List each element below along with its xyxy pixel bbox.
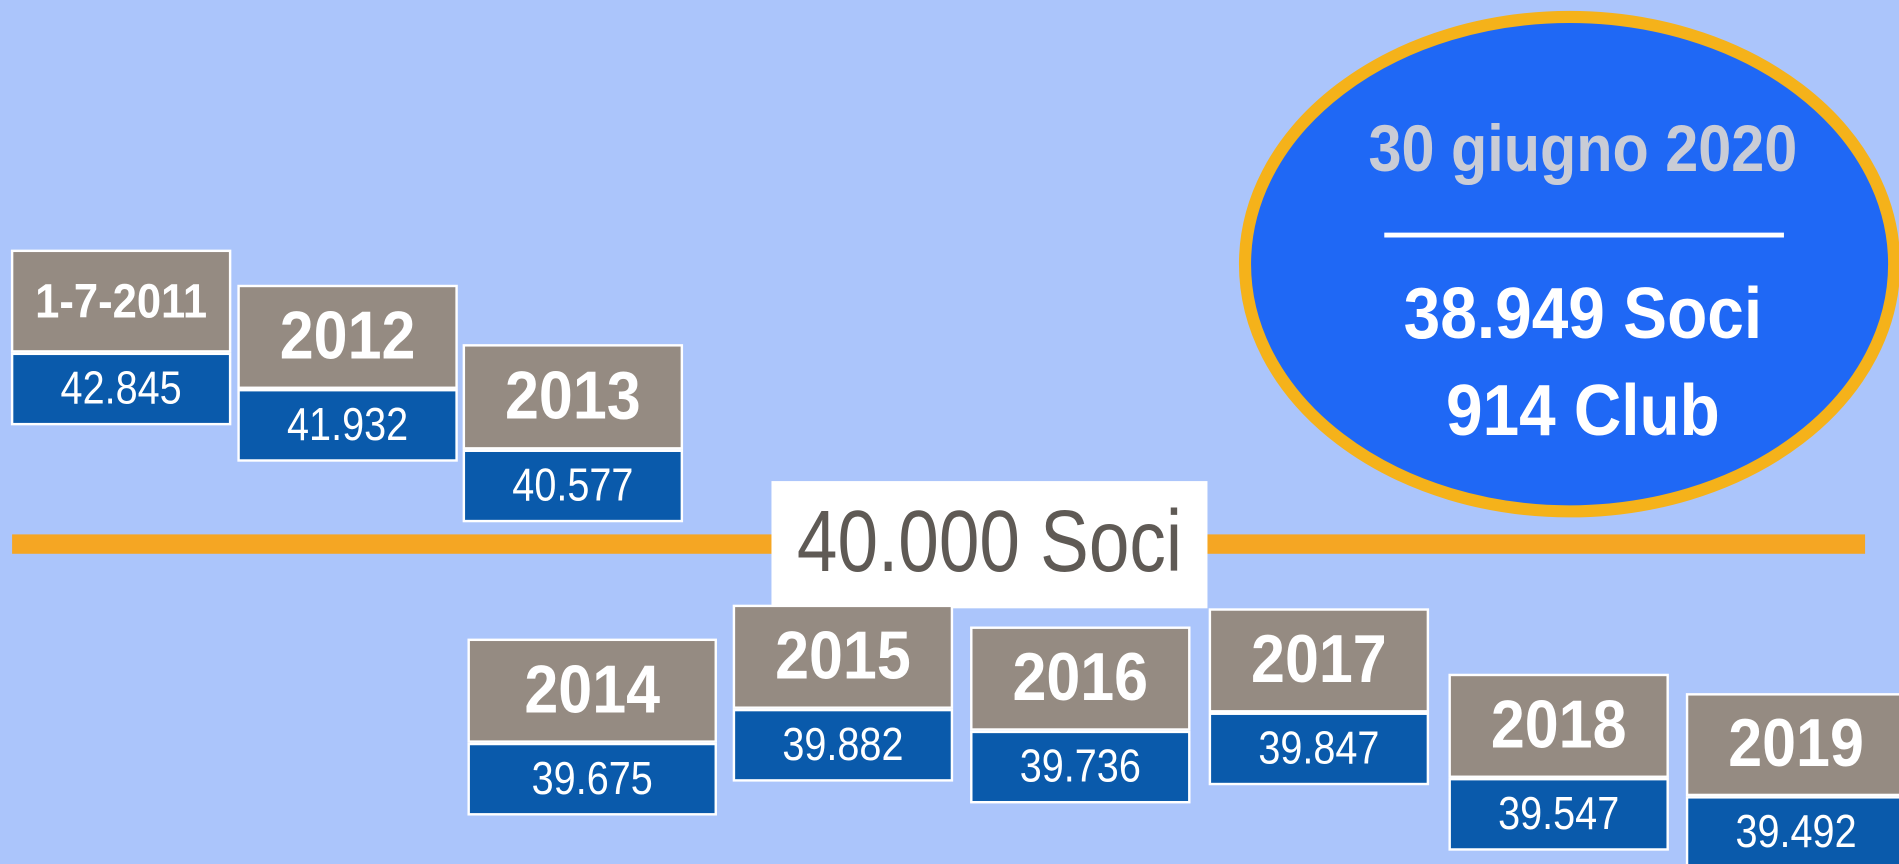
year-header [462,344,684,450]
year-label: 1-7-2011 [35,275,207,329]
year-card: 2017 39.847 [1208,608,1430,786]
year-value-box [10,352,232,426]
year-value: 39.675 [532,752,653,804]
year-value-box [1208,712,1430,786]
year-value-box [970,730,1191,804]
year-value-box [467,742,717,816]
year-value-box [1685,796,1899,864]
year-header [1208,608,1430,713]
threshold-label: 40.000 Soci [797,493,1182,590]
year-label: 2018 [1491,687,1627,762]
year-card: 2014 39.675 [467,638,717,816]
year-value: 39.847 [1258,721,1379,773]
year-value: 40.577 [512,458,633,510]
year-value: 41.932 [287,398,408,450]
year-label: 2014 [524,652,660,727]
summary-ellipse [1239,10,1899,518]
year-value: 39.492 [1736,805,1857,857]
summary-members: 38.949 Soci [1404,273,1762,354]
year-value: 42.845 [61,362,182,414]
threshold-box [771,481,1208,609]
year-label: 2013 [505,358,641,433]
year-header [467,638,717,743]
year-card: 1-7-2011 42.845 [10,249,232,426]
year-label: 2017 [1251,622,1387,697]
year-header [237,284,458,389]
year-label: 2016 [1012,640,1148,715]
year-value-box [732,708,954,782]
year-value: 39.736 [1020,740,1141,792]
year-card: 2019 39.492 [1685,693,1899,864]
year-header [10,249,232,353]
year-value-box [1448,777,1669,851]
summary-clubs: 914 Club [1446,370,1720,451]
year-label: 2015 [775,618,911,693]
year-value: 39.882 [782,718,903,770]
year-value-box [237,388,458,462]
year-card: 2012 41.932 [237,284,458,462]
year-label: 2019 [1728,706,1864,781]
year-card: 2013 40.577 [462,344,684,523]
year-value: 39.547 [1498,787,1619,839]
summary-date: 30 giugno 2020 [1369,112,1798,185]
year-value-box [462,449,684,523]
year-header [970,626,1191,731]
year-header [1448,673,1669,778]
year-card: 2016 39.736 [970,626,1191,804]
year-card: 2018 39.547 [1448,673,1669,851]
year-header [1685,693,1899,797]
year-label: 2012 [280,298,416,373]
year-card: 2015 39.882 [732,604,954,782]
year-header [732,604,954,709]
